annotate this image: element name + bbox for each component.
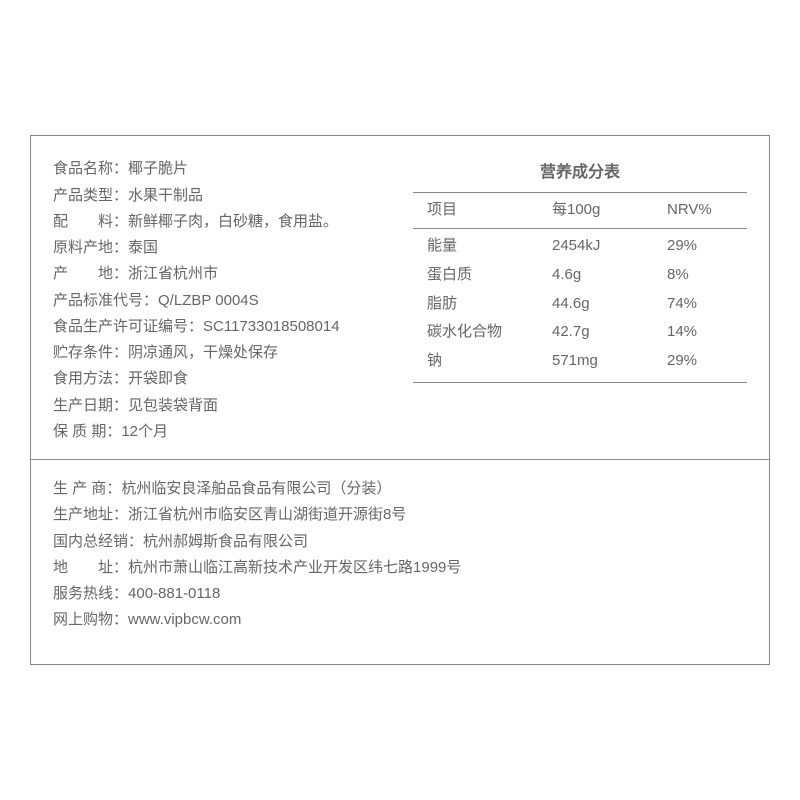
nutrition-header-col1: 项目 xyxy=(427,198,552,223)
nutrition-nrv: 29% xyxy=(667,234,733,259)
product-info-label: 生产日期： xyxy=(53,393,128,419)
nutrition-name: 脂肪 xyxy=(427,292,552,317)
nutrition-data-row: 脂肪44.6g74% xyxy=(413,290,747,319)
product-info-label: 产 地： xyxy=(53,261,128,287)
manufacturer-info-value: 杭州市萧山临江高新技术产业开发区纬七路1999号 xyxy=(128,555,461,581)
nutrition-per100g: 42.7g xyxy=(552,320,667,345)
product-info-value: 开袋即食 xyxy=(128,366,188,392)
product-info-label: 产品类型： xyxy=(53,183,128,209)
nutrition-per100g: 4.6g xyxy=(552,263,667,288)
nutrition-per100g: 44.6g xyxy=(552,292,667,317)
product-info-label: 产品标准代号： xyxy=(53,288,158,314)
manufacturer-info-row: 国内总经销：杭州郝姆斯食品有限公司 xyxy=(53,529,747,555)
nutrition-title: 营养成分表 xyxy=(413,158,747,182)
product-info-row: 产 地：浙江省杭州市 xyxy=(53,261,393,287)
product-info-value: 见包装袋背面 xyxy=(128,393,218,419)
product-info-value: 12个月 xyxy=(121,419,168,445)
label-container: 食品名称：椰子脆片产品类型：水果干制品配 料：新鲜椰子肉，白砂糖，食用盐。原料产… xyxy=(30,135,770,664)
nutrition-nrv: 74% xyxy=(667,292,733,317)
product-info-value: 泰国 xyxy=(128,235,158,261)
product-info-value: 新鲜椰子肉，白砂糖，食用盐。 xyxy=(128,209,338,235)
manufacturer-info-value: 浙江省杭州市临安区青山湖街道开源街8号 xyxy=(128,502,406,528)
product-info-value: 阴凉通风，干燥处保存 xyxy=(128,340,278,366)
product-info-label: 贮存条件： xyxy=(53,340,128,366)
product-info-row: 生产日期：见包装袋背面 xyxy=(53,393,393,419)
manufacturer-info-label: 生 产 商： xyxy=(53,476,121,502)
product-info-value: 椰子脆片 xyxy=(128,156,188,182)
product-info-row: 食用方法：开袋即食 xyxy=(53,366,393,392)
nutrition-per100g: 2454kJ xyxy=(552,234,667,259)
product-info-label: 配 料： xyxy=(53,209,128,235)
product-info-value: Q/LZBP 0004S xyxy=(158,288,259,314)
product-info-value: 水果干制品 xyxy=(128,183,203,209)
product-info-row: 产品类型：水果干制品 xyxy=(53,183,393,209)
manufacturer-info-row: 生 产 商：杭州临安良泽舶品食品有限公司（分装） xyxy=(53,476,747,502)
manufacturer-info-label: 生产地址： xyxy=(53,502,128,528)
product-info-block: 食品名称：椰子脆片产品类型：水果干制品配 料：新鲜椰子肉，白砂糖，食用盐。原料产… xyxy=(53,156,393,445)
nutrition-nrv: 29% xyxy=(667,349,733,374)
nutrition-header-col3: NRV% xyxy=(667,198,733,223)
manufacturer-info-label: 国内总经销： xyxy=(53,529,143,555)
manufacturer-info-value: 杭州临安良泽舶品食品有限公司（分装） xyxy=(121,476,391,502)
nutrition-name: 钠 xyxy=(427,349,552,374)
product-info-label: 原料产地： xyxy=(53,235,128,261)
nutrition-name: 能量 xyxy=(427,234,552,259)
manufacturer-info-value: 杭州郝姆斯食品有限公司 xyxy=(143,529,308,555)
product-info-label: 食品名称： xyxy=(53,156,128,182)
nutrition-block: 营养成分表 项目 每100g NRV% 能量2454kJ29%蛋白质4.6g8%… xyxy=(393,156,747,445)
nutrition-nrv: 14% xyxy=(667,320,733,345)
nutrition-table: 项目 每100g NRV% 能量2454kJ29%蛋白质4.6g8%脂肪44.6… xyxy=(413,192,747,383)
product-info-label: 食品生产许可证编号： xyxy=(53,314,203,340)
manufacturer-info-label: 地 址： xyxy=(53,555,128,581)
manufacturer-info-row: 网上购物：www.vipbcw.com xyxy=(53,607,747,633)
nutrition-data-row: 碳水化合物42.7g14% xyxy=(413,318,747,347)
nutrition-per100g: 571mg xyxy=(552,349,667,374)
nutrition-data-row: 钠571mg29% xyxy=(413,347,747,376)
manufacturer-info-row: 生产地址：浙江省杭州市临安区青山湖街道开源街8号 xyxy=(53,502,747,528)
manufacturer-info-value: www.vipbcw.com xyxy=(128,607,241,633)
manufacturer-info-row: 地 址：杭州市萧山临江高新技术产业开发区纬七路1999号 xyxy=(53,555,747,581)
nutrition-data-row: 蛋白质4.6g8% xyxy=(413,261,747,290)
product-info-row: 食品生产许可证编号：SC11733018508014 xyxy=(53,314,393,340)
manufacturer-info-label: 网上购物： xyxy=(53,607,128,633)
nutrition-data-row: 能量2454kJ29% xyxy=(413,232,747,261)
product-info-row: 贮存条件：阴凉通风，干燥处保存 xyxy=(53,340,393,366)
product-info-row: 保 质 期：12个月 xyxy=(53,419,393,445)
product-info-value: SC11733018508014 xyxy=(203,314,340,340)
product-info-label: 食用方法： xyxy=(53,366,128,392)
manufacturer-info-row: 服务热线：400-881-0118 xyxy=(53,581,747,607)
nutrition-header-row: 项目 每100g NRV% xyxy=(413,193,747,229)
nutrition-nrv: 8% xyxy=(667,263,733,288)
nutrition-name: 蛋白质 xyxy=(427,263,552,288)
product-info-row: 产品标准代号：Q/LZBP 0004S xyxy=(53,288,393,314)
manufacturer-info-value: 400-881-0118 xyxy=(128,581,220,607)
manufacturer-info-block: 生 产 商：杭州临安良泽舶品食品有限公司（分装）生产地址：浙江省杭州市临安区青山… xyxy=(31,460,769,664)
nutrition-header-col2: 每100g xyxy=(552,198,667,223)
top-section: 食品名称：椰子脆片产品类型：水果干制品配 料：新鲜椰子肉，白砂糖，食用盐。原料产… xyxy=(31,136,769,460)
nutrition-body: 能量2454kJ29%蛋白质4.6g8%脂肪44.6g74%碳水化合物42.7g… xyxy=(413,229,747,382)
manufacturer-info-label: 服务热线： xyxy=(53,581,128,607)
product-info-row: 原料产地：泰国 xyxy=(53,235,393,261)
nutrition-name: 碳水化合物 xyxy=(427,320,552,345)
product-info-row: 配 料：新鲜椰子肉，白砂糖，食用盐。 xyxy=(53,209,393,235)
product-info-row: 食品名称：椰子脆片 xyxy=(53,156,393,182)
product-info-value: 浙江省杭州市 xyxy=(128,261,218,287)
product-info-label: 保 质 期： xyxy=(53,419,121,445)
